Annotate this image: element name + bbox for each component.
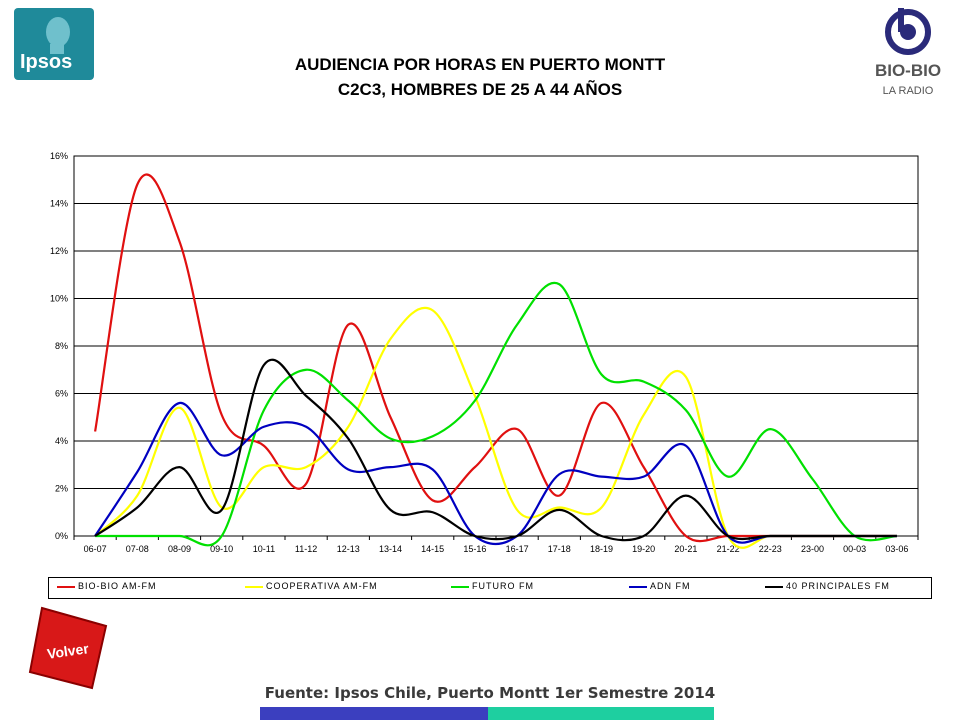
ipsos-head-icon <box>46 17 70 54</box>
x-tick-label: 21-22 <box>717 544 740 554</box>
x-tick-label: 11-12 <box>295 544 317 554</box>
ipsos-logo-text: Ipsos <box>20 51 73 73</box>
series-line-2 <box>95 281 898 547</box>
legend-swatch <box>629 585 647 588</box>
x-tick-label: 06-07 <box>84 544 107 554</box>
biobio-mark-icon: BIO-BIO LA RADIO <box>875 8 941 97</box>
legend-label: FUTURO FM <box>472 581 534 591</box>
biobio-logo-sub: LA RADIO <box>883 85 934 97</box>
volver-shape <box>28 606 108 690</box>
y-tick-label: 0% <box>55 531 68 541</box>
chart-title-line1: AUDIENCIA POR HORAS EN PUERTO MONTT <box>294 55 666 74</box>
x-tick-label: 09-10 <box>210 544 233 554</box>
series-line-4 <box>94 358 897 542</box>
x-tick-label: 20-21 <box>674 544 697 554</box>
legend-label: 40 PRINCIPALES FM <box>786 581 890 591</box>
biobio-logo: BIO-BIO LA RADIO <box>868 6 948 102</box>
footer-bar-blue <box>260 707 488 720</box>
x-tick-label: 23-00 <box>801 544 824 554</box>
series-line-3 <box>94 401 897 546</box>
x-tick-label: 07-08 <box>126 544 149 554</box>
volver-button[interactable]: Volver <box>28 604 108 690</box>
chart-title-line2: C2C3, HOMBRES DE 25 A 44 AÑOS <box>337 80 623 99</box>
y-tick-label: 2% <box>55 484 68 494</box>
x-tick-label: 14-15 <box>421 544 444 554</box>
x-tick-label: 15-16 <box>463 544 486 554</box>
y-tick-label: 4% <box>55 436 68 446</box>
legend-label: ADN FM <box>650 581 691 591</box>
legend-item: COOPERATIVA AM-FM <box>245 581 378 595</box>
legend-swatch <box>245 585 263 588</box>
legend-label: COOPERATIVA AM-FM <box>266 581 378 591</box>
chart-legend: BIO-BIO AM-FM COOPERATIVA AM-FM FUTURO FM A… <box>48 577 932 599</box>
legend-item: BIO-BIO AM-FM <box>57 581 157 595</box>
x-tick-label: 10-11 <box>253 544 275 554</box>
footer-bar-teal <box>488 707 714 720</box>
line-chart: 0% 2% 4% 6% 8% 10% 12% 14% 16% 06-07 07-08 08-09 09-… <box>50 151 919 554</box>
legend-swatch <box>451 585 469 588</box>
y-tick-label: 8% <box>55 341 68 351</box>
legend-item: ADN FM <box>629 581 691 595</box>
x-tick-label: 12-13 <box>337 544 360 554</box>
legend-item: 40 PRINCIPALES FM <box>765 581 890 595</box>
biobio-logo-text: BIO-BIO <box>875 61 941 80</box>
legend-item: FUTURO FM <box>451 581 534 595</box>
x-tick-label: 16-17 <box>506 544 529 554</box>
x-tick-label: 18-19 <box>590 544 613 554</box>
series-line-0 <box>94 173 897 543</box>
volver-label: Volver <box>46 640 90 662</box>
legend-swatch <box>57 585 75 588</box>
legend-label: BIO-BIO AM-FM <box>78 581 157 591</box>
x-tick-label: 17-18 <box>548 544 571 554</box>
y-tick-label: 10% <box>50 294 68 304</box>
legend-swatch <box>765 585 783 588</box>
x-tick-label: 08-09 <box>168 544 191 554</box>
source-note: Fuente: Ipsos Chile, Puerto Montt 1er Se… <box>264 684 716 702</box>
x-tick-label: 00-03 <box>843 544 866 554</box>
x-tick-label: 03-06 <box>885 544 908 554</box>
series-line-1 <box>94 306 897 549</box>
x-tick-label: 13-14 <box>379 544 402 554</box>
y-tick-label: 16% <box>50 151 68 161</box>
y-tick-label: 6% <box>55 389 68 399</box>
x-tick-label: 19-20 <box>632 544 655 554</box>
ipsos-logo: Ipsos <box>14 8 94 80</box>
y-tick-label: 12% <box>50 246 68 256</box>
x-tick-label: 22-23 <box>759 544 782 554</box>
y-tick-label: 14% <box>50 199 68 209</box>
